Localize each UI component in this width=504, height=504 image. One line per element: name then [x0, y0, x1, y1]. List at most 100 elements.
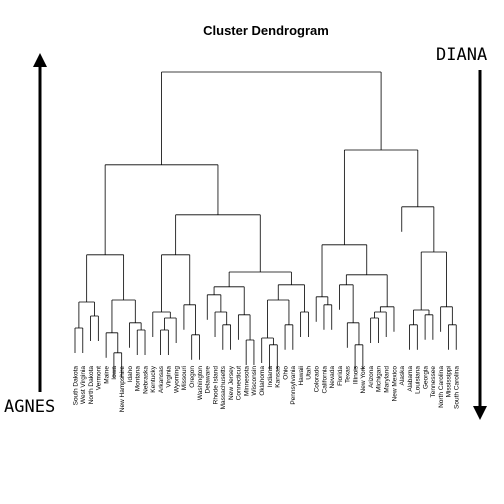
merge: [75, 302, 83, 329]
merge: [161, 214, 190, 256]
leaf-label: Montana: [135, 366, 142, 392]
merge: [344, 72, 418, 151]
leaf-label: Nebraska: [142, 366, 149, 394]
merge: [152, 254, 171, 313]
merge: [322, 150, 367, 246]
leaf-label: Florida: [337, 366, 344, 386]
merge: [160, 318, 169, 331]
leaf-label: Washington: [197, 366, 204, 400]
leaf-label: Nevada: [329, 366, 336, 389]
leaf-label: Utah: [306, 366, 313, 380]
leaf-label: Vermont: [96, 366, 103, 390]
leaf-label: New Hampshire: [119, 366, 126, 413]
leaf-label: Texas: [345, 365, 352, 383]
leaf-label: Colorado: [313, 366, 320, 393]
merge: [401, 150, 434, 208]
leaf-label: Mississippi: [446, 366, 453, 397]
leaf-label: Wyoming: [173, 366, 180, 393]
leaf-label: Illinois: [352, 365, 359, 384]
merge: [191, 304, 200, 336]
leaf-label: Alaska: [399, 366, 406, 386]
chart-title: Cluster Dendrogram: [203, 23, 329, 38]
diana-arrowhead: [473, 406, 487, 420]
leaf-label: Idaho: [127, 366, 134, 383]
merge: [229, 214, 292, 273]
leaf-label: Tennessee: [430, 366, 437, 398]
merge: [323, 296, 332, 306]
leaf-label: North Dakota: [88, 366, 95, 405]
merge: [215, 294, 227, 313]
leaf-label: Arizona: [368, 366, 375, 388]
merge: [183, 254, 196, 306]
merge: [425, 310, 433, 316]
merge: [448, 306, 457, 326]
merge: [285, 300, 293, 326]
leaf-label: Connecticut: [236, 366, 243, 401]
leaf-label: South Carolina: [454, 366, 461, 409]
leaf-label: Iowa: [111, 366, 118, 380]
merge: [214, 272, 245, 288]
leaf-label: Indiana: [267, 366, 274, 388]
merge: [267, 284, 289, 301]
left-label: AGNES: [4, 397, 55, 417]
leaf-label: North Carolina: [438, 366, 445, 408]
leaf-label: Oregon: [189, 366, 196, 388]
merge: [300, 284, 309, 313]
leaf-label: Louisiana: [415, 366, 422, 394]
leaf-label: Oklahoma: [259, 366, 266, 396]
leaf-label: Alabama: [407, 366, 414, 392]
leaf-label: Wisconsin: [251, 366, 258, 396]
merge: [207, 286, 221, 296]
merge: [316, 244, 328, 298]
leaf-label: Minnesota: [243, 366, 250, 396]
leaf-label: Michigan: [376, 366, 383, 392]
merge: [175, 164, 261, 216]
merge: [78, 254, 95, 303]
leaf-label: Rhode Island: [212, 366, 219, 405]
leaf-label: West Virginia: [80, 366, 87, 404]
merge: [440, 252, 453, 308]
leaf-label: Massachusetts: [220, 365, 227, 409]
leaf-label: Arkansas: [158, 365, 165, 393]
leaf-label: California: [321, 366, 328, 394]
merge: [413, 252, 429, 311]
merge: [339, 274, 354, 286]
merge: [137, 322, 146, 331]
merge: [355, 322, 363, 346]
merge: [347, 284, 359, 324]
leaf-label: Ohio: [282, 366, 289, 380]
merge: [370, 312, 379, 319]
merge: [222, 312, 231, 326]
leaf-label: New Jersey: [228, 365, 235, 400]
merge: [105, 72, 218, 166]
leaf-label: New York: [360, 365, 367, 393]
merge: [261, 300, 274, 339]
merge: [346, 244, 388, 276]
merge: [129, 300, 142, 324]
merge: [90, 302, 99, 317]
leaf-label: Pennsylvania: [290, 366, 297, 405]
merge: [269, 338, 278, 346]
leaf-label: Maine: [103, 366, 110, 384]
leaf-label: Missouri: [181, 366, 188, 390]
merge: [106, 300, 118, 334]
merge: [238, 286, 251, 316]
leaf-label: South Dakota: [72, 366, 79, 406]
leaf-label: Georgia: [422, 366, 429, 390]
merge: [164, 312, 177, 319]
merge: [374, 306, 387, 313]
leaf-label: Kentucky: [150, 365, 157, 392]
leaf-label: Delaware: [205, 366, 212, 394]
merge: [278, 272, 305, 286]
leaf-label: Maryland: [384, 366, 391, 393]
merge: [86, 164, 124, 256]
leaf-label: Hawaii: [298, 366, 305, 386]
leaf-label: Virginia: [166, 366, 173, 388]
merge: [409, 310, 418, 326]
merge: [113, 332, 122, 354]
merge: [111, 254, 136, 301]
merge: [246, 314, 254, 341]
right-label: DIANA: [436, 45, 487, 65]
merge: [380, 274, 394, 308]
